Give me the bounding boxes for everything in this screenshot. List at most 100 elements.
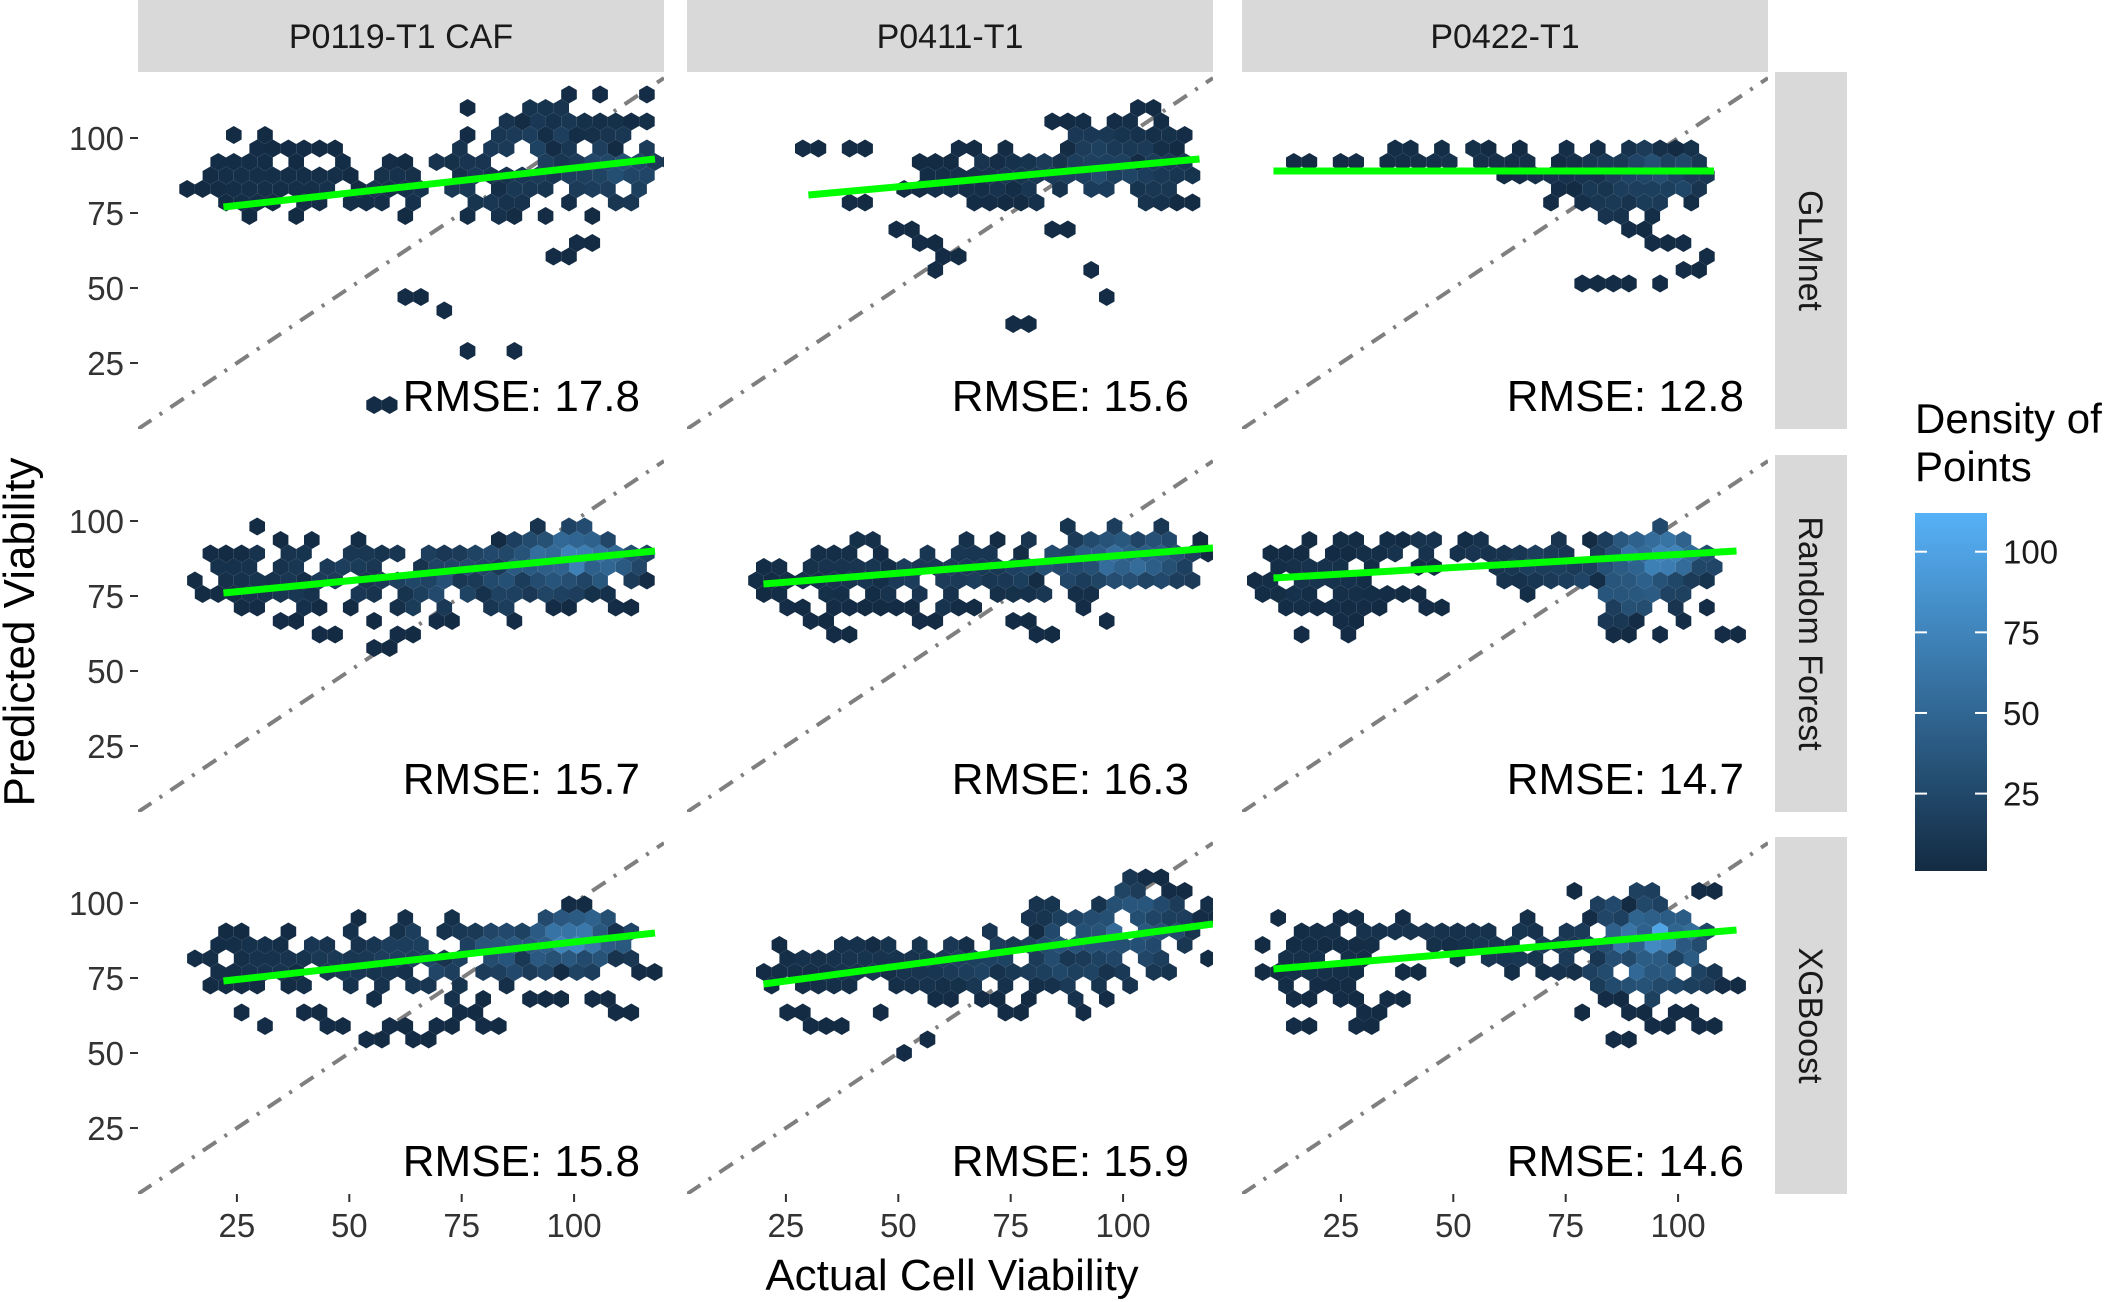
hex-bin — [1348, 531, 1364, 549]
hex-bin — [670, 167, 686, 185]
hex-bin — [1099, 990, 1115, 1008]
hex-bin — [537, 180, 554, 198]
hex-bin — [1636, 193, 1653, 212]
hex-bin — [1527, 544, 1544, 563]
hex-bin — [1348, 963, 1364, 981]
hex-bin — [1044, 949, 1060, 968]
hex-bin — [257, 180, 273, 198]
hex-bin — [257, 936, 273, 954]
hex-bin — [1091, 895, 1107, 914]
hex-bin — [1122, 571, 1138, 590]
hex-bin — [1301, 1017, 1318, 1035]
hex-bin — [1044, 625, 1060, 644]
hex-bin — [381, 1017, 398, 1035]
hex-bin — [1644, 180, 1661, 198]
hex-bin — [670, 194, 686, 212]
hex-bin — [1714, 976, 1731, 995]
hex-bin — [1286, 558, 1302, 576]
hex-bin — [413, 936, 429, 954]
hex-bin — [584, 207, 601, 225]
facet-panel: RMSE: 15.7 — [138, 459, 664, 812]
hex-bin — [1083, 531, 1099, 549]
hex-bin — [1021, 612, 1037, 630]
hex-bin — [1558, 922, 1575, 941]
hex-bin — [1449, 922, 1466, 941]
hex-bin — [537, 990, 554, 1008]
hex-bin — [1371, 1003, 1388, 1022]
hex-bin — [1044, 112, 1060, 131]
hex-bin — [1480, 922, 1497, 941]
hex-bin — [818, 612, 834, 630]
hex-bin — [366, 396, 382, 414]
hex-bin — [943, 585, 959, 603]
hex-bin — [452, 571, 468, 590]
identity-line — [1242, 841, 1768, 1194]
hex-bin — [1480, 544, 1497, 563]
hex-bin — [241, 180, 258, 198]
hex-bin — [802, 1017, 819, 1035]
hex-bin — [1332, 612, 1349, 630]
hex-bin — [935, 976, 951, 995]
hex-bin — [1597, 585, 1614, 603]
hex-bin — [498, 544, 515, 563]
hex-bin — [1675, 936, 1692, 954]
hex-bin — [1060, 976, 1076, 995]
hex-bin — [530, 544, 546, 563]
hex-bin — [1028, 625, 1045, 644]
hex-bin — [1184, 193, 1201, 212]
hex-bin — [545, 922, 562, 941]
hex-bin — [1597, 153, 1614, 171]
hex-bin — [1613, 153, 1629, 171]
hex-bin — [1512, 544, 1528, 563]
hex-bin — [623, 112, 640, 131]
hex-bin — [927, 990, 944, 1008]
hex-bin — [226, 558, 242, 576]
hex-bin — [1621, 1003, 1637, 1022]
hex-bin — [1660, 531, 1676, 549]
hex-bin — [537, 207, 554, 225]
hex-bin — [802, 558, 819, 576]
hex-bin — [350, 936, 367, 954]
y-tick-label: 50 — [87, 1035, 124, 1072]
hex-bin — [498, 193, 515, 212]
hex-bin — [1683, 949, 1700, 968]
hex-bin — [335, 558, 351, 576]
hex-bin — [1379, 990, 1396, 1008]
hex-bin — [1621, 895, 1637, 914]
hex-bin — [1371, 922, 1388, 941]
hex-bin — [1551, 963, 1567, 981]
fit-line — [762, 920, 1213, 988]
hex-bin — [1028, 895, 1045, 914]
hex-bin — [1426, 531, 1442, 549]
x-axes: 25 50 75 100 25 50 75 100 25 50 75 100 — [219, 1194, 1706, 1244]
hex-bin — [1574, 193, 1590, 212]
hex-bin — [576, 949, 593, 968]
hex-bin — [459, 936, 476, 954]
hex-bin — [1621, 976, 1637, 995]
hex-bin — [1371, 544, 1388, 563]
hex-bin — [1652, 949, 1668, 968]
hex-bin — [1644, 963, 1661, 981]
hex-bin — [1067, 963, 1084, 981]
legend-colorbar — [1915, 513, 1987, 871]
hex-bin — [989, 963, 1006, 981]
hex-bin — [1021, 990, 1037, 1008]
hex-bin — [1091, 976, 1107, 995]
row-strip — [1775, 837, 1847, 1194]
hex-bin — [1613, 909, 1629, 927]
hex-bin — [1706, 558, 1723, 576]
hex-bin — [210, 936, 226, 954]
hex-bin — [420, 1030, 437, 1049]
hex-bin — [1395, 585, 1411, 603]
hex-bin — [1247, 571, 1263, 590]
hex-bin — [1114, 126, 1131, 144]
hex-bin — [872, 544, 889, 563]
hex-bin — [1301, 990, 1318, 1008]
hex-bin — [1348, 153, 1364, 171]
hex-bin — [522, 180, 538, 198]
hex-bin — [1099, 531, 1115, 549]
hex-bin — [639, 112, 655, 131]
hex-bin — [1714, 625, 1731, 644]
hex-bin — [405, 1030, 421, 1049]
hex-bin — [1652, 571, 1668, 590]
